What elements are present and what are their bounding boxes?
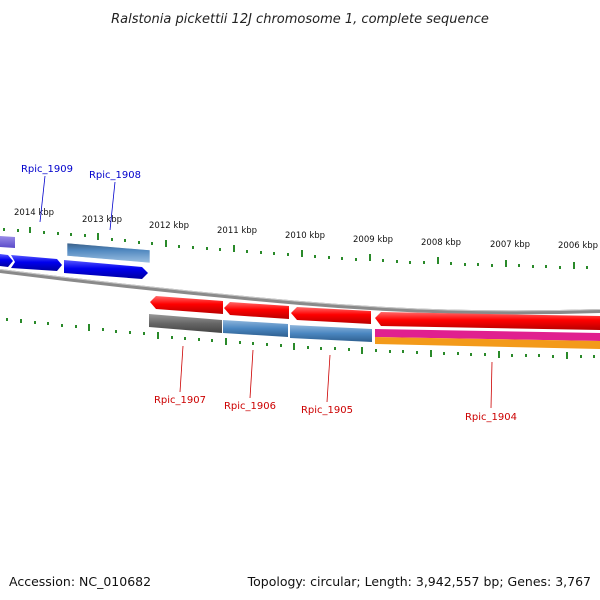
gene-feature-red-2[interactable] [224, 302, 289, 319]
scale-label: 2012 kbp [149, 221, 189, 231]
scale-label: 2007 kbp [490, 240, 530, 250]
gene-feature-blue-1[interactable] [11, 255, 62, 271]
gene-feature-red-3[interactable] [291, 307, 371, 324]
leader-line [179, 345, 184, 393]
gene-feature-purple[interactable] [0, 236, 15, 248]
scale-label: 2011 kbp [217, 226, 257, 236]
reverse-genes [149, 296, 600, 349]
scale-label: 2014 kbp [14, 208, 54, 218]
gene-label-rpic-1906[interactable]: Rpic_1906 [224, 401, 276, 412]
gene-feature-rpic-1905[interactable] [290, 325, 372, 342]
upper-scale-ticks [3, 227, 588, 269]
gene-feature-rpic-1906[interactable] [223, 320, 288, 337]
scale-label: 2013 kbp [82, 215, 122, 225]
gene-label-rpic-1905[interactable]: Rpic_1905 [301, 405, 353, 416]
scale-label: 2010 kbp [285, 231, 325, 241]
gene-label-rpic-1904[interactable]: Rpic_1904 [465, 412, 517, 423]
leader-line [249, 349, 254, 399]
gene-feature-blue-2[interactable] [64, 260, 148, 279]
gene-feature-orange[interactable] [375, 337, 600, 349]
leader-line [39, 175, 46, 223]
scale-labels: 2014 kbp 2013 kbp 2012 kbp 2011 kbp 2010… [14, 208, 598, 251]
gene-label-rpic-1907[interactable]: Rpic_1907 [154, 395, 206, 406]
scale-label: 2009 kbp [353, 235, 393, 245]
gene-feature-rpic-1907[interactable] [149, 314, 222, 333]
scale-label: 2006 kbp [558, 241, 598, 251]
gene-feature-red-4[interactable] [375, 312, 600, 330]
map-title: Ralstonia pickettii 12J chromosome 1, co… [111, 12, 489, 27]
forward-genes [0, 236, 151, 279]
leader-line [326, 354, 331, 403]
gene-label-rpic-1909[interactable]: Rpic_1909 [21, 164, 73, 175]
gene-label-rpic-1908[interactable]: Rpic_1908 [89, 170, 141, 181]
lower-scale-ticks [6, 318, 595, 359]
gene-feature-rpic-1909[interactable] [0, 254, 13, 267]
gene-feature-red-1[interactable] [150, 296, 223, 314]
accession-text: Accession: NC_010682 [9, 574, 151, 589]
reverse-gene-labels: Rpic_1907 Rpic_1906 Rpic_1905 Rpic_1904 [154, 345, 517, 423]
forward-gene-labels: Rpic_1909 Rpic_1908 [21, 164, 141, 231]
leader-line [109, 181, 116, 231]
genome-backbone [0, 269, 600, 315]
summary-text: Topology: circular; Length: 3,942,557 bp… [247, 574, 591, 589]
leader-line [490, 361, 493, 409]
gene-feature-rpic-1908[interactable] [66, 242, 151, 264]
scale-label: 2008 kbp [421, 238, 461, 248]
